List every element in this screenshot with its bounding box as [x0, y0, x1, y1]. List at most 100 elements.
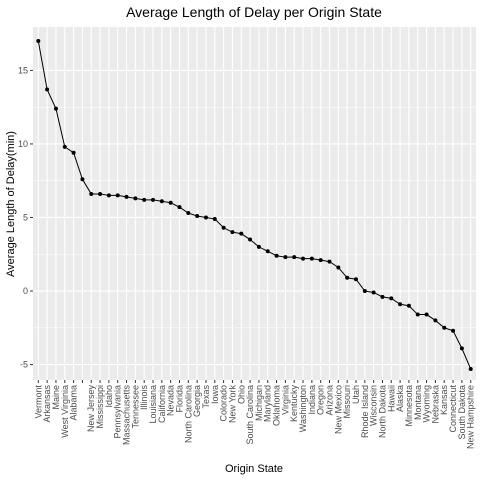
point [380, 294, 385, 299]
x-tick-label: New Mexico [333, 385, 343, 434]
x-tick-label: Mississippi [95, 385, 105, 429]
x-tick-label: Oregon [316, 385, 326, 415]
x-tick-label: Ohio [236, 385, 246, 404]
y-tick-label: 0 [23, 286, 28, 296]
x-tick-label: Indiana [307, 385, 317, 415]
x-tick-label: Hawaii [386, 385, 396, 412]
x-tick-label: Louisiana [148, 385, 158, 424]
y-axis-title: Average Length of Delay(min) [5, 131, 17, 277]
x-tick-label: Florida [174, 385, 184, 413]
x-tick-label: Maine [51, 385, 61, 410]
x-tick-label: South Carolina [245, 385, 255, 445]
x-tick-label: Illinois [139, 385, 149, 411]
point [274, 253, 279, 258]
x-tick-label: Nebraska [430, 385, 440, 424]
point [309, 256, 314, 261]
point [442, 325, 447, 330]
point [424, 312, 429, 317]
x-tick-label: Texas [201, 385, 211, 409]
point [451, 328, 456, 333]
x-tick-label: Washington [298, 385, 308, 432]
point [142, 197, 147, 202]
x-tick-label: Montana [413, 385, 423, 420]
x-tick-label: Maryland [263, 385, 273, 422]
point [203, 215, 208, 220]
x-tick-label: Kansas [439, 385, 449, 416]
point [283, 255, 288, 260]
point [221, 225, 226, 230]
x-tick-label: Virginia [280, 385, 290, 415]
y-tick-label: 15 [18, 65, 28, 75]
x-tick-label: Vermont [33, 385, 43, 419]
point [212, 216, 217, 221]
point [230, 230, 235, 235]
x-tick-label: Massachusetts [122, 385, 132, 446]
x-tick-label: New York [227, 385, 237, 424]
point [468, 366, 473, 371]
x-tick-label: Pennsylvania [113, 385, 123, 439]
point [159, 199, 164, 204]
x-tick-label: Michigan [254, 385, 264, 421]
point [151, 197, 156, 202]
point [45, 87, 50, 92]
x-tick-label: Minnesota [404, 385, 414, 427]
x-tick-label: New Jersey [86, 385, 96, 433]
x-tick-label: North Carolina [183, 385, 193, 443]
point [168, 200, 173, 205]
point [415, 312, 420, 317]
point [336, 265, 341, 270]
x-tick-label: Alabama [69, 385, 79, 421]
point [371, 290, 376, 295]
x-tick-label: Kentucky [289, 385, 299, 423]
x-tick-label: Nevada [166, 385, 176, 416]
point [398, 302, 403, 307]
x-tick-label: West Virginia [60, 385, 70, 438]
point [177, 205, 182, 210]
x-tick-label: Colorado [219, 385, 229, 422]
point [459, 346, 464, 351]
point [318, 258, 323, 263]
point [345, 275, 350, 280]
point [353, 277, 358, 282]
x-tick-label: North Dakota [377, 385, 387, 438]
plot-panel [33, 27, 476, 380]
x-tick-label: Georgia [192, 385, 202, 417]
x-tick-label: Oklahoma [272, 385, 282, 426]
point [292, 255, 297, 260]
point [362, 289, 367, 294]
point [406, 303, 411, 308]
point [89, 191, 94, 196]
point [248, 237, 253, 242]
x-tick-label: Alaska [395, 385, 405, 412]
x-tick-label: Utah [351, 385, 361, 404]
chart-title: Average Length of Delay per Origin State [126, 4, 382, 20]
point [98, 191, 103, 196]
point [124, 194, 129, 199]
x-axis-title: Origin State [225, 463, 283, 475]
x-tick-label: Tennessee [130, 385, 140, 429]
x-tick-label: Rhode Island [360, 385, 370, 438]
x-tick-label: Connecticut [448, 385, 458, 433]
y-tick-label: 5 [23, 212, 28, 222]
point [433, 318, 438, 323]
x-tick-label: Missouri [342, 385, 352, 419]
point [327, 259, 332, 264]
x-tick-label: New Hampshire [466, 385, 476, 449]
point [389, 296, 394, 301]
point [239, 231, 244, 236]
point [186, 211, 191, 216]
x-tick-label: California [157, 385, 167, 423]
point [36, 38, 41, 43]
point [265, 249, 270, 254]
point [80, 177, 85, 182]
x-tick-label: Iowa [210, 385, 220, 404]
point [62, 144, 67, 149]
point [106, 193, 111, 198]
point [301, 256, 306, 261]
x-tick-label: Arizona [325, 385, 335, 416]
point [133, 196, 138, 201]
y-tick-label: 10 [18, 139, 28, 149]
point [195, 214, 200, 219]
point [115, 193, 120, 198]
